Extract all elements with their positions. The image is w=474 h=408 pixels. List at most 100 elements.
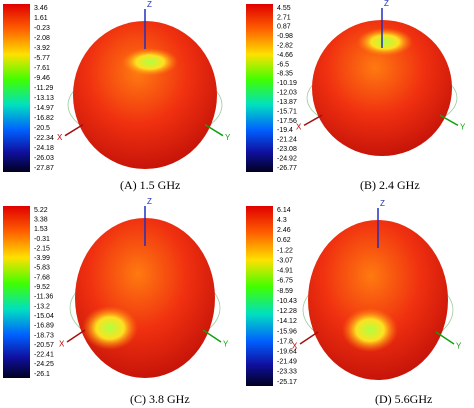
scale-label: -18.73 — [34, 332, 54, 339]
scale-label: -16.82 — [34, 115, 54, 122]
x-axis — [299, 331, 319, 345]
hot-spot — [122, 48, 178, 76]
scale-label: -26.77 — [277, 165, 297, 172]
panel: 6.14 4.3 2.46 0.62 -1.22 -3.07 -4.91 -6.75 -8.59… — [246, 199, 462, 406]
scale-label: 3.38 — [34, 216, 48, 223]
scale-label: -10.43 — [277, 298, 297, 305]
scale-label: -17.56 — [277, 118, 297, 125]
scale-label: -6.5 — [277, 61, 289, 68]
hot-spot — [342, 308, 398, 352]
z-label: Z — [384, 0, 389, 8]
y-axis — [439, 114, 459, 127]
scale-label: -17.8 — [277, 338, 293, 345]
pattern-3d — [308, 220, 448, 380]
scale-label: -2.15 — [34, 245, 50, 252]
panel: 5.22 3.38 1.53 -0.31 -2.15 -3.99 -5.83 -7.68 -9.… — [3, 197, 229, 406]
scale-label: -8.35 — [277, 71, 293, 78]
scale-label: -0.98 — [277, 33, 293, 40]
scale-label: 1.61 — [34, 15, 48, 22]
x-label: X — [296, 123, 302, 132]
caption: (B) 2.4 GHz — [360, 178, 420, 192]
scale-label: -15.04 — [34, 313, 54, 320]
colorbar — [246, 206, 273, 386]
scale-label: -20.57 — [34, 342, 54, 349]
scale-label: -22.41 — [34, 352, 54, 359]
scale-label: -13.87 — [277, 99, 297, 106]
scale-label: -0.23 — [34, 25, 50, 32]
scale-label: -12.03 — [277, 90, 297, 97]
x-label: X — [57, 133, 63, 142]
scale-label: -27.87 — [34, 165, 54, 172]
scale-label: -10.19 — [277, 80, 297, 87]
z-label: Z — [147, 197, 152, 206]
scale-label: -11.29 — [34, 85, 53, 92]
scale-label: 4.55 — [277, 5, 291, 12]
scale-label: -14.12 — [277, 318, 297, 325]
hot-spot — [357, 28, 413, 56]
scale-label: 2.46 — [277, 227, 291, 234]
scale-label: -19.64 — [277, 348, 297, 355]
scale-label: 6.14 — [277, 207, 291, 214]
scale-label: -5.77 — [34, 55, 50, 62]
scale-label: -15.71 — [277, 108, 297, 115]
scale-label: -5.83 — [34, 265, 50, 272]
z-label: Z — [380, 199, 385, 208]
scale-label: -24.18 — [34, 145, 54, 152]
x-label: X — [292, 342, 298, 351]
scale-label: -3.99 — [34, 255, 50, 262]
x-axis — [303, 114, 323, 127]
scale-label: -2.82 — [277, 42, 293, 49]
colorbar — [246, 4, 273, 172]
scale-label: -14.97 — [34, 105, 54, 112]
y-axis — [435, 331, 455, 345]
scale-label: 5.22 — [34, 207, 48, 214]
pattern-3d — [73, 21, 217, 169]
scale-label: -21.24 — [277, 137, 297, 144]
scale-label: -12.28 — [277, 308, 297, 315]
scale-label: -13.2 — [34, 303, 50, 310]
scale-label: -2.08 — [34, 35, 50, 42]
y-label: Y — [460, 123, 466, 132]
scale-label: -13.13 — [34, 95, 54, 102]
scale-label: -9.46 — [34, 75, 50, 82]
scale-label: -0.31 — [34, 236, 50, 243]
caption: (A) 1.5 GHz — [120, 178, 180, 192]
y-axis — [204, 123, 224, 137]
scale-label: -15.96 — [277, 328, 297, 335]
y-axis — [202, 329, 222, 343]
scale-label: 1.53 — [34, 226, 48, 233]
scale-label: -26.03 — [34, 155, 54, 162]
scale-label: -22.34 — [34, 135, 54, 142]
z-label: Z — [147, 0, 152, 9]
scale-label: -24.92 — [277, 155, 297, 162]
scale-label: -7.68 — [34, 274, 50, 281]
pattern-3d — [312, 20, 452, 156]
scale-label: -1.22 — [277, 247, 293, 254]
scale-label: -9.52 — [34, 284, 50, 291]
scale-label: -11.36 — [34, 294, 53, 301]
y-label: Y — [225, 133, 231, 142]
scale-label: -4.66 — [277, 52, 293, 59]
x-label: X — [59, 340, 65, 349]
scale-label: -6.75 — [277, 278, 293, 285]
panel: 4.55 2.71 0.87 -0.98 -2.82 -4.66 -6.5 -8.35 -10.… — [246, 0, 466, 192]
scale-label: -23.33 — [277, 369, 297, 376]
scale-label: -3.07 — [277, 257, 293, 264]
caption: (D) 5.6GHz — [375, 392, 432, 406]
scale-label: 2.71 — [277, 14, 291, 21]
panel: 3.46 1.61 -0.23 -2.08 -3.92 -5.77 -7.61 -9.46 -1… — [3, 0, 231, 192]
scale-label: -8.59 — [277, 288, 293, 295]
hot-spot — [82, 306, 138, 350]
scale-label: -3.92 — [34, 45, 50, 52]
scale-label: -19.4 — [277, 127, 293, 134]
scale-label: -24.25 — [34, 361, 54, 368]
scale-label: 4.3 — [277, 217, 287, 224]
scale-label: -26.1 — [34, 371, 50, 378]
scale-label: 3.46 — [34, 5, 48, 12]
scale-label: -21.49 — [277, 359, 297, 366]
y-label: Y — [456, 342, 462, 351]
x-axis — [66, 329, 86, 343]
colorbar — [3, 4, 30, 172]
scale-label: -25.17 — [277, 379, 297, 386]
